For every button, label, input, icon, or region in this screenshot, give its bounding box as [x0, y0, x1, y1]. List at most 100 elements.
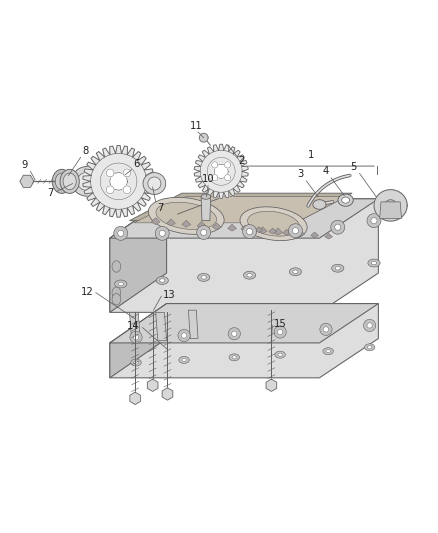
Polygon shape [130, 312, 141, 341]
Polygon shape [374, 190, 407, 221]
Text: 11: 11 [190, 120, 203, 131]
Ellipse shape [323, 348, 333, 354]
Ellipse shape [335, 266, 340, 270]
Ellipse shape [247, 273, 252, 277]
Polygon shape [212, 175, 218, 181]
Polygon shape [110, 199, 166, 312]
Ellipse shape [55, 173, 68, 190]
Ellipse shape [367, 346, 372, 349]
Ellipse shape [201, 194, 211, 199]
Ellipse shape [275, 351, 286, 358]
Text: 7: 7 [48, 188, 54, 198]
Text: 12: 12 [81, 287, 93, 297]
Text: 15: 15 [274, 319, 287, 329]
Ellipse shape [385, 200, 397, 211]
Ellipse shape [278, 353, 283, 356]
Ellipse shape [71, 166, 103, 196]
Text: 7: 7 [157, 203, 163, 213]
Circle shape [155, 227, 169, 240]
Circle shape [134, 335, 139, 340]
Ellipse shape [240, 207, 307, 240]
Circle shape [201, 229, 207, 236]
Circle shape [130, 331, 142, 343]
Ellipse shape [313, 200, 326, 209]
Ellipse shape [364, 344, 375, 351]
Text: 2: 2 [238, 157, 244, 166]
Polygon shape [214, 164, 228, 179]
Ellipse shape [247, 211, 300, 236]
Text: 4: 4 [322, 166, 328, 176]
Polygon shape [134, 197, 346, 223]
Polygon shape [194, 144, 248, 198]
Text: 9: 9 [21, 160, 28, 171]
Polygon shape [151, 217, 160, 224]
Polygon shape [20, 175, 34, 188]
Polygon shape [212, 223, 221, 230]
Ellipse shape [115, 280, 127, 288]
Ellipse shape [156, 202, 216, 230]
Polygon shape [123, 169, 131, 177]
Ellipse shape [118, 282, 124, 286]
Polygon shape [130, 193, 352, 221]
Ellipse shape [179, 357, 189, 364]
Text: 10: 10 [202, 174, 214, 184]
Ellipse shape [338, 194, 353, 206]
Ellipse shape [159, 279, 165, 282]
Circle shape [367, 323, 372, 328]
Circle shape [178, 329, 190, 342]
Ellipse shape [63, 173, 76, 190]
Circle shape [292, 228, 298, 234]
Ellipse shape [342, 197, 350, 203]
Ellipse shape [134, 361, 138, 364]
Circle shape [364, 319, 376, 332]
Ellipse shape [244, 271, 256, 279]
Polygon shape [110, 199, 378, 238]
Polygon shape [197, 222, 206, 229]
Polygon shape [110, 199, 378, 312]
Ellipse shape [182, 358, 186, 361]
Polygon shape [201, 197, 211, 221]
Polygon shape [212, 161, 218, 168]
Circle shape [232, 331, 237, 336]
Polygon shape [228, 224, 237, 231]
Polygon shape [297, 231, 304, 236]
Polygon shape [289, 229, 297, 236]
Polygon shape [83, 146, 154, 217]
Ellipse shape [368, 259, 380, 267]
Polygon shape [162, 388, 173, 400]
Text: 3: 3 [297, 169, 304, 179]
Ellipse shape [232, 356, 237, 359]
Ellipse shape [156, 277, 168, 285]
Circle shape [247, 229, 253, 235]
Polygon shape [110, 304, 378, 343]
Polygon shape [182, 220, 191, 227]
Ellipse shape [148, 177, 161, 190]
Circle shape [197, 225, 211, 239]
Polygon shape [255, 227, 263, 232]
Polygon shape [274, 228, 283, 235]
Circle shape [228, 328, 240, 340]
Text: 6: 6 [133, 159, 139, 169]
Circle shape [243, 224, 257, 239]
Polygon shape [147, 379, 158, 391]
Polygon shape [269, 228, 277, 234]
Polygon shape [266, 379, 277, 391]
Polygon shape [241, 225, 249, 231]
Text: 13: 13 [163, 290, 176, 300]
Polygon shape [106, 186, 114, 193]
Text: 8: 8 [82, 147, 88, 157]
Circle shape [331, 220, 345, 234]
Circle shape [335, 224, 341, 230]
Polygon shape [325, 233, 332, 239]
Polygon shape [110, 304, 378, 378]
Ellipse shape [229, 354, 240, 361]
Polygon shape [199, 133, 208, 142]
Ellipse shape [112, 261, 121, 272]
Polygon shape [283, 229, 290, 235]
Ellipse shape [60, 169, 79, 193]
Ellipse shape [326, 350, 330, 353]
Circle shape [114, 227, 128, 240]
Ellipse shape [131, 359, 141, 366]
Polygon shape [224, 161, 231, 168]
Ellipse shape [371, 261, 377, 265]
